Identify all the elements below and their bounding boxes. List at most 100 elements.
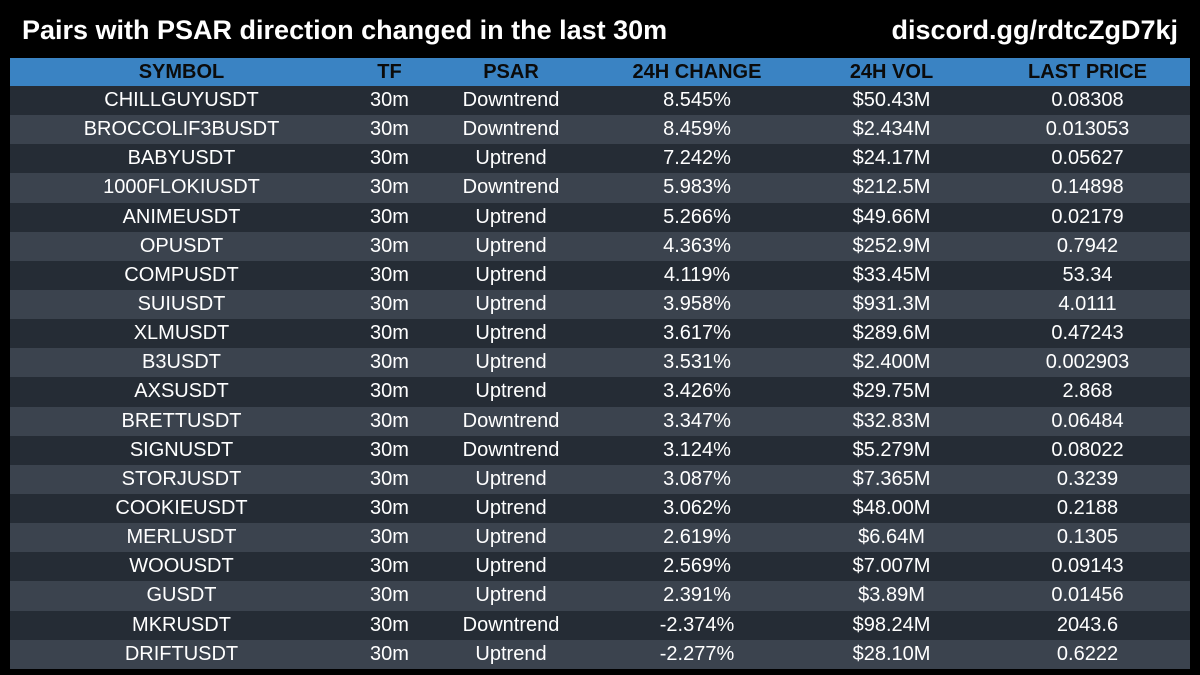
cell-tf: 30m	[353, 523, 426, 553]
cell-psar: Uptrend	[426, 581, 596, 611]
cell-psar: Downtrend	[426, 406, 596, 436]
cell-symbol: COOKIEUSDT	[10, 493, 353, 524]
psar-table: SYMBOL TF PSAR 24H CHANGE 24H VOL LAST P…	[10, 58, 1190, 669]
table-row: SIGNUSDT 30m Downtrend 3.124% $5.279M 0.08022	[10, 435, 1190, 465]
cell-24h-vol: $29.75M	[798, 377, 985, 407]
cell-tf: 30m	[353, 464, 426, 494]
cell-tf: 30m	[353, 639, 426, 669]
cell-last-price: 0.47243	[985, 319, 1190, 349]
column-header-tf: TF	[353, 58, 426, 86]
cell-symbol: ANIMEUSDT	[10, 202, 353, 232]
column-header-symbol: SYMBOL	[10, 58, 353, 86]
cell-symbol: XLMUSDT	[10, 319, 353, 349]
cell-24h-vol: $33.45M	[798, 260, 985, 290]
cell-psar: Downtrend	[426, 86, 596, 116]
cell-last-price: 0.7942	[985, 231, 1190, 261]
cell-24h-vol: $98.24M	[798, 610, 985, 640]
cell-last-price: 0.1305	[985, 523, 1190, 553]
table-row: CHILLGUYUSDT 30m Downtrend 8.545% $50.43M 0.0…	[10, 86, 1190, 116]
cell-24h-change: 7.242%	[596, 144, 798, 174]
cell-symbol: SUIUSDT	[10, 289, 353, 320]
cell-24h-change: -2.374%	[596, 610, 798, 640]
table-body: CHILLGUYUSDT 30m Downtrend 8.545% $50.43M 0.0…	[10, 86, 1190, 669]
table-row: XLMUSDT 30m Uptrend 3.617% $289.6M 0.47243	[10, 319, 1190, 349]
cell-psar: Downtrend	[426, 435, 596, 465]
cell-24h-vol: $252.9M	[798, 231, 985, 261]
cell-24h-vol: $931.3M	[798, 289, 985, 320]
cell-24h-change: 2.619%	[596, 523, 798, 553]
cell-last-price: 2.868	[985, 377, 1190, 407]
cell-24h-vol: $7.007M	[798, 552, 985, 582]
cell-tf: 30m	[353, 552, 426, 582]
cell-24h-vol: $2.434M	[798, 115, 985, 145]
table-row: WOOUSDT 30m Uptrend 2.569% $7.007M 0.09143	[10, 552, 1190, 582]
cell-symbol: STORJUSDT	[10, 464, 353, 494]
cell-symbol: BABYUSDT	[10, 144, 353, 174]
cell-tf: 30m	[353, 86, 426, 116]
cell-24h-vol: $24.17M	[798, 144, 985, 174]
cell-psar: Uptrend	[426, 289, 596, 320]
cell-last-price: 0.6222	[985, 639, 1190, 669]
column-header-24h-change: 24H CHANGE	[596, 58, 798, 86]
page-title: Pairs with PSAR direction changed in the…	[22, 15, 668, 45]
cell-psar: Uptrend	[426, 493, 596, 524]
cell-last-price: 0.14898	[985, 173, 1190, 203]
cell-tf: 30m	[353, 173, 426, 203]
cell-24h-vol: $212.5M	[798, 173, 985, 203]
cell-24h-vol: $2.400M	[798, 348, 985, 378]
cell-last-price: 0.01456	[985, 581, 1190, 611]
cell-last-price: 0.013053	[985, 115, 1190, 145]
cell-last-price: 0.05627	[985, 144, 1190, 174]
cell-symbol: B3USDT	[10, 348, 353, 378]
table-row: ANIMEUSDT 30m Uptrend 5.266% $49.66M 0.02179	[10, 202, 1190, 232]
table-row: MERLUSDT 30m Uptrend 2.619% $6.64M 0.1305	[10, 523, 1190, 553]
cell-24h-vol: $32.83M	[798, 406, 985, 436]
cell-symbol: OPUSDT	[10, 231, 353, 261]
cell-psar: Uptrend	[426, 144, 596, 174]
column-header-last-price: LAST PRICE	[985, 58, 1190, 86]
cell-tf: 30m	[353, 493, 426, 524]
cell-psar: Downtrend	[426, 115, 596, 145]
cell-24h-vol: $289.6M	[798, 319, 985, 349]
table-row: OPUSDT 30m Uptrend 4.363% $252.9M 0.7942	[10, 231, 1190, 261]
cell-24h-change: 5.266%	[596, 202, 798, 232]
cell-24h-change: 8.545%	[596, 86, 798, 116]
cell-tf: 30m	[353, 377, 426, 407]
cell-24h-change: 3.617%	[596, 319, 798, 349]
cell-24h-vol: $7.365M	[798, 464, 985, 494]
cell-symbol: COMPUSDT	[10, 260, 353, 290]
cell-24h-vol: $28.10M	[798, 639, 985, 669]
cell-24h-change: -2.277%	[596, 639, 798, 669]
cell-symbol: MERLUSDT	[10, 523, 353, 553]
cell-symbol: BRETTUSDT	[10, 406, 353, 436]
cell-tf: 30m	[353, 406, 426, 436]
table-row: BABYUSDT 30m Uptrend 7.242% $24.17M 0.05627	[10, 144, 1190, 174]
discord-link[interactable]: discord.gg/rdtcZgD7kj	[891, 15, 1178, 45]
cell-24h-change: 4.363%	[596, 231, 798, 261]
cell-last-price: 0.2188	[985, 493, 1190, 524]
cell-last-price: 0.09143	[985, 552, 1190, 582]
cell-24h-vol: $3.89M	[798, 581, 985, 611]
cell-24h-change: 4.119%	[596, 260, 798, 290]
cell-tf: 30m	[353, 115, 426, 145]
cell-psar: Uptrend	[426, 377, 596, 407]
cell-24h-vol: $48.00M	[798, 493, 985, 524]
cell-last-price: 0.08022	[985, 435, 1190, 465]
cell-psar: Uptrend	[426, 464, 596, 494]
table-row: DRIFTUSDT 30m Uptrend -2.277% $28.10M 0.6222	[10, 639, 1190, 669]
table-row: COOKIEUSDT 30m Uptrend 3.062% $48.00M 0.2188	[10, 493, 1190, 524]
cell-24h-change: 3.087%	[596, 464, 798, 494]
cell-last-price: 0.002903	[985, 348, 1190, 378]
cell-symbol: GUSDT	[10, 581, 353, 611]
cell-tf: 30m	[353, 581, 426, 611]
cell-psar: Uptrend	[426, 523, 596, 553]
cell-24h-vol: $5.279M	[798, 435, 985, 465]
cell-last-price: 0.3239	[985, 464, 1190, 494]
cell-symbol: MKRUSDT	[10, 610, 353, 640]
cell-24h-change: 3.062%	[596, 493, 798, 524]
cell-tf: 30m	[353, 610, 426, 640]
table-row: GUSDT 30m Uptrend 2.391% $3.89M 0.01456	[10, 581, 1190, 611]
table-row: BRETTUSDT 30m Downtrend 3.347% $32.83M 0.0648…	[10, 406, 1190, 436]
cell-24h-vol: $49.66M	[798, 202, 985, 232]
cell-24h-change: 3.531%	[596, 348, 798, 378]
